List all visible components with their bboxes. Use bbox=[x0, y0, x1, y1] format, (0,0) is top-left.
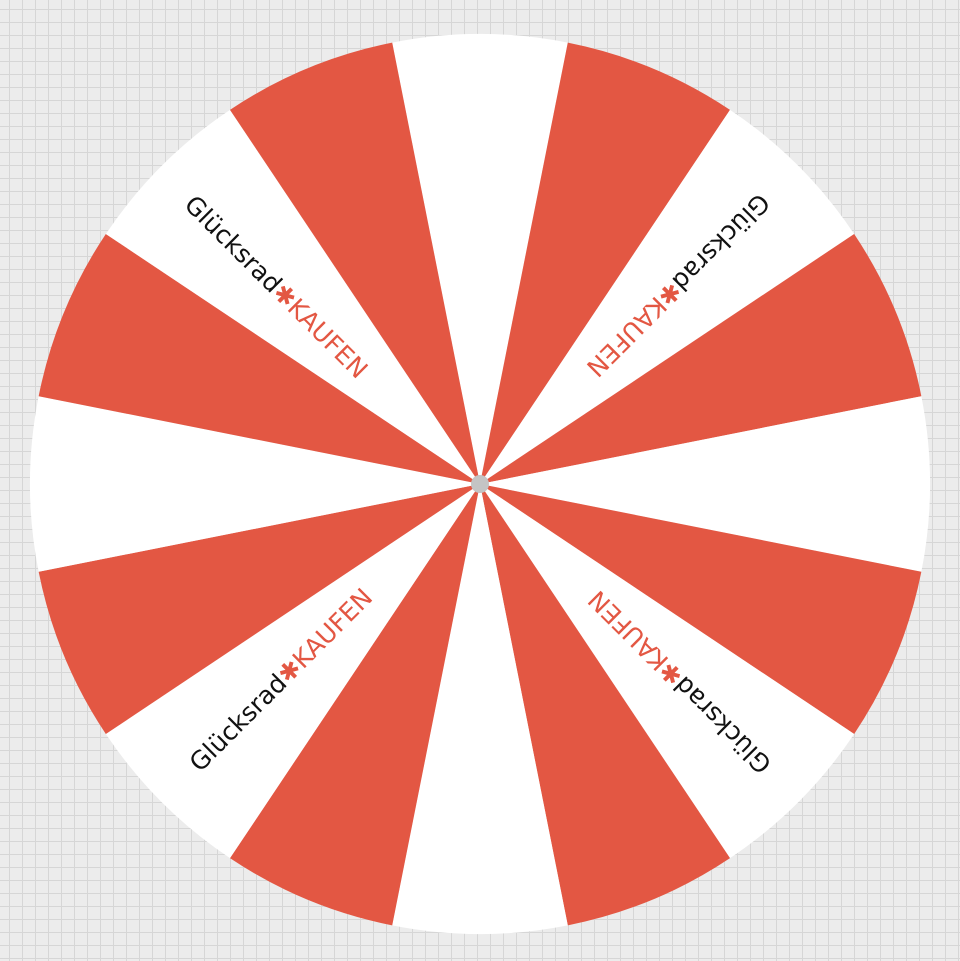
wheel-segment bbox=[392, 34, 568, 484]
wheel-segment bbox=[480, 109, 855, 484]
wheel-segment bbox=[480, 396, 930, 572]
wheel-segment bbox=[480, 484, 922, 735]
wheel-segment bbox=[229, 42, 480, 485]
wheel-segment bbox=[30, 396, 480, 572]
wheel-hub bbox=[471, 475, 489, 493]
wheel-segment bbox=[480, 42, 731, 485]
wheel-segment bbox=[480, 233, 922, 484]
wheel-segment bbox=[38, 484, 481, 735]
wheel-segment bbox=[105, 109, 480, 484]
wheel-segment bbox=[392, 484, 568, 934]
wheel-segment bbox=[38, 233, 481, 484]
wheel-segment bbox=[480, 484, 855, 859]
wheel-segments bbox=[30, 34, 930, 934]
wheel-segment bbox=[105, 484, 480, 859]
wheel-segment bbox=[229, 484, 480, 926]
wheel-segment bbox=[480, 484, 731, 926]
